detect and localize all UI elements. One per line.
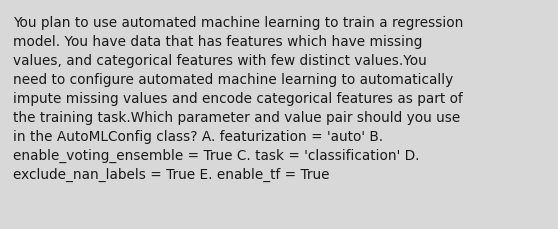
Text: You plan to use automated machine learning to train a regression
model. You have: You plan to use automated machine learni…: [13, 16, 463, 181]
